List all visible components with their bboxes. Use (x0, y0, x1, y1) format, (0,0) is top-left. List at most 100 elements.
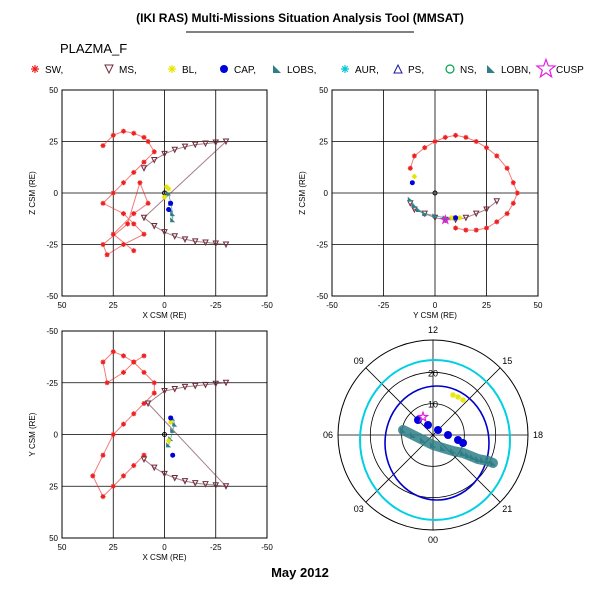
point-sw (90, 473, 96, 479)
polar-point-lobs (465, 452, 471, 458)
legend-symbol-ms (104, 64, 114, 75)
point-ms (222, 483, 230, 490)
point-lobs (166, 442, 172, 448)
trajectory-sw (92, 351, 155, 498)
point-ms (171, 146, 179, 154)
polar-point-lobs (485, 458, 491, 464)
y-tick-label: 25 (49, 482, 58, 491)
panel-polar: 12 09 06 03 00 21 18 15 20 10 (323, 325, 543, 545)
point-ms (181, 236, 189, 243)
trajectory-ms (143, 382, 228, 487)
point-sw (121, 211, 126, 217)
point-lobs (416, 206, 422, 212)
legend-symbol-sw (31, 65, 39, 73)
point-sw (100, 494, 106, 500)
x-tick-label: 0 (162, 301, 167, 310)
point-ms (212, 139, 220, 147)
point-ms (191, 141, 199, 149)
point-sw (104, 252, 110, 258)
legend-label-ps: PS, (408, 65, 424, 76)
point-ms (191, 480, 199, 487)
legend-label-cusp: CUSP (556, 65, 584, 76)
point-bl (166, 438, 172, 444)
polar-point-lobs (460, 450, 466, 456)
point-sw (151, 149, 157, 155)
point-cap (168, 200, 174, 206)
point-ms (161, 388, 168, 395)
point-sw (131, 221, 137, 227)
legend-symbol-cap (220, 65, 228, 73)
legend-label-lobs: LOBS, (287, 65, 316, 76)
x-tick-label: -50 (261, 301, 273, 310)
point-ms (472, 210, 480, 218)
point-ms (202, 239, 209, 247)
point-ms (161, 229, 168, 236)
point-sw (110, 432, 116, 437)
polar-point-lobs (450, 448, 456, 454)
point-sw (504, 165, 510, 171)
polar-angle-label: 09 (354, 356, 364, 366)
polar-point-cusp (416, 410, 430, 423)
point-ms (493, 198, 501, 205)
x-tick-label: 25 (109, 543, 118, 552)
point-sw (514, 190, 520, 196)
point-sw (110, 190, 116, 196)
point-ms (150, 222, 158, 230)
point-sw (121, 242, 126, 247)
legend-label-ms: MS, (119, 65, 137, 76)
y-tick-label: 50 (49, 86, 58, 95)
point-sw (494, 219, 500, 225)
point-ms (161, 150, 168, 158)
point-sw (104, 380, 110, 386)
point-sw (442, 134, 448, 140)
point-ms (212, 380, 220, 388)
polar-angle-label: 18 (533, 430, 543, 440)
polar-point-lobs (475, 456, 481, 462)
ring-outer (359, 359, 511, 521)
point-sw (484, 145, 489, 151)
polar-spoke (432, 367, 501, 436)
polar-angle-label: 12 (428, 325, 438, 335)
figure-title: (IKI RAS) Multi-Missions Situation Analy… (136, 11, 464, 25)
point-sw (510, 180, 516, 186)
point-sw (407, 165, 413, 171)
polar-point-lobs (470, 454, 476, 460)
x-axis-label: X CSM (RE) (143, 311, 187, 320)
y-tick-label: 25 (319, 138, 328, 147)
x-tick-label: 25 (109, 301, 118, 310)
point-cap (168, 415, 174, 421)
point-sw (141, 400, 147, 406)
point-sw (422, 145, 428, 151)
y-tick-label: 50 (49, 534, 58, 543)
legend-label-cap: CAP, (234, 65, 256, 76)
x-tick-label: -50 (326, 301, 338, 310)
point-sw (110, 483, 116, 489)
x-tick-label: 50 (58, 301, 67, 310)
point-ms (212, 482, 220, 489)
point-cusp (439, 214, 451, 225)
legend: SW, MS, BL, CAP, LOBS, AUR, PS, NS, LOBN, CUSP (31, 57, 584, 79)
point-ms (462, 214, 470, 222)
point-sw (151, 390, 157, 396)
point-sw (141, 452, 147, 458)
panel-xy: 50 25 0 -25 -50 -50 -25 0 25 50 X CSM (RE) Y CSM (R… (28, 327, 273, 562)
point-lobs (170, 427, 176, 433)
point-lobs (170, 211, 176, 217)
point-ms (171, 233, 179, 240)
point-bl (164, 184, 170, 190)
point-ms (181, 143, 189, 151)
polar-point-bl (455, 394, 461, 400)
point-cap (453, 215, 459, 221)
trajectory-ms (143, 140, 228, 245)
panel-yz: -50 -25 0 25 50 50 25 0 -25 -50 Y CSM (RE) Z CSM (R… (298, 86, 543, 320)
y-tick-label: 0 (324, 189, 329, 198)
legend-label-ns: NS, (460, 65, 477, 76)
polar-point-cap (444, 431, 452, 439)
footer-date: May 2012 (271, 565, 329, 580)
legend-symbol-bl (168, 65, 176, 73)
point-sw (121, 128, 126, 134)
point-ms (191, 238, 199, 246)
polar-point-lobs (440, 445, 446, 451)
point-ms (181, 383, 189, 391)
